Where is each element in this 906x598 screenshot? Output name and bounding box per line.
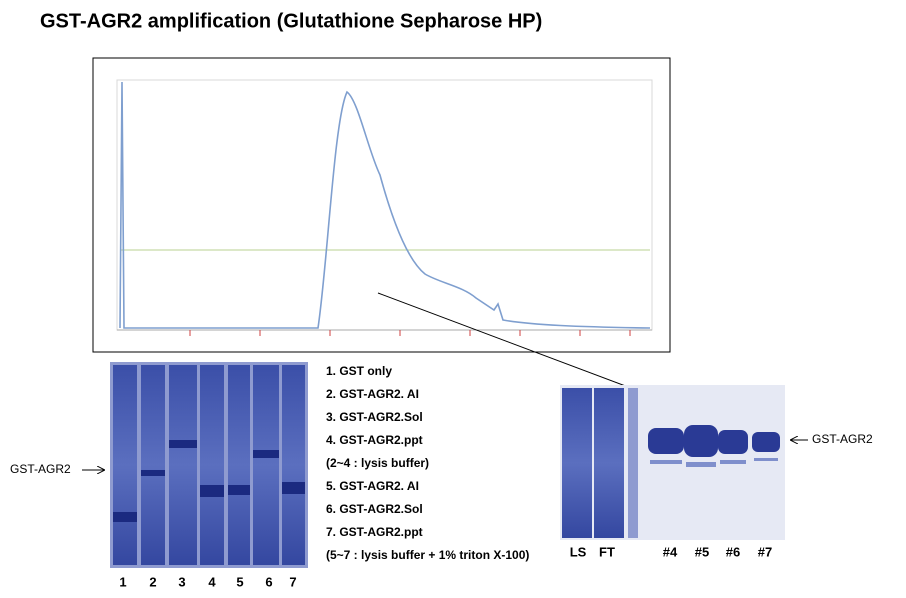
lane-label: 7 (289, 574, 296, 589)
lane-label: #4 (663, 544, 678, 559)
lane-label: #7 (758, 544, 772, 559)
uv-trace (119, 81, 651, 329)
legend-item: (2~4 : lysis buffer) (326, 456, 429, 470)
legend-item: 4. GST-AGR2.ppt (326, 433, 423, 447)
legend-item: 2. GST-AGR2. AI (326, 387, 419, 401)
lane-label: LS (570, 544, 587, 559)
legend-item: 7. GST-AGR2.ppt (326, 525, 423, 539)
fraction-marks (189, 330, 631, 336)
title: GST-AGR2 amplification (Glutathione Seph… (40, 10, 542, 32)
legend-item: 3. GST-AGR2.Sol (326, 410, 423, 424)
lane-label: #6 (726, 544, 740, 559)
legend-item: 6. GST-AGR2.Sol (326, 502, 423, 516)
band-label: GST-AGR2 (10, 462, 71, 476)
legend-item: (5~7 : lysis buffer + 1% triton X-100) (326, 548, 529, 562)
right-gel (560, 385, 785, 540)
chromatogram (92, 57, 671, 353)
legend-item: 5. GST-AGR2. AI (326, 479, 419, 493)
lane-label: 4 (208, 574, 216, 589)
lane-label: 2 (149, 574, 156, 589)
band-label: GST-AGR2 (812, 432, 873, 446)
lane-label: 6 (265, 574, 272, 589)
lane-label: 1 (119, 574, 126, 589)
legend-item: 1. GST only (326, 364, 392, 378)
lane-label: 5 (236, 574, 243, 589)
lane-label: 3 (178, 574, 185, 589)
lane-label: #5 (695, 544, 709, 559)
left-gel (110, 362, 308, 568)
lane-label: FT (599, 544, 615, 559)
chromatogram-frame (92, 57, 671, 353)
